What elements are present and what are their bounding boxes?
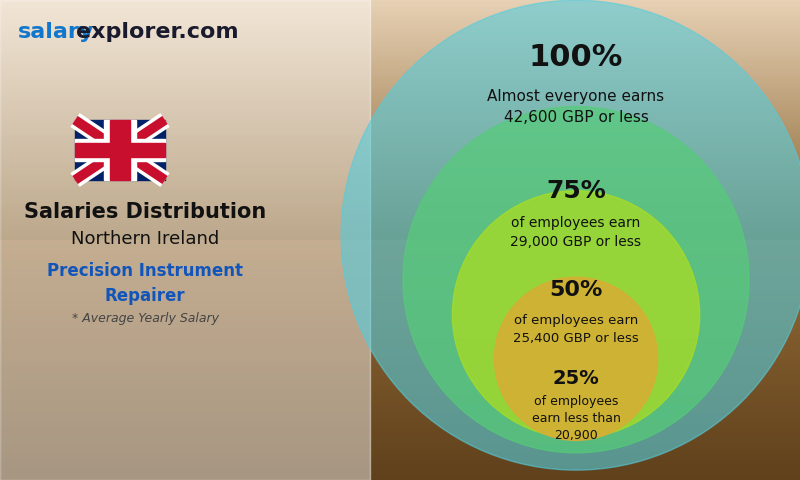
Text: of employees
earn less than
20,900: of employees earn less than 20,900 xyxy=(531,395,621,442)
Text: Almost everyone earns
42,600 GBP or less: Almost everyone earns 42,600 GBP or less xyxy=(487,89,665,125)
Bar xyxy=(110,120,130,180)
Circle shape xyxy=(403,107,749,453)
Circle shape xyxy=(452,191,700,438)
Text: Precision Instrument
Repairer: Precision Instrument Repairer xyxy=(47,262,243,305)
Circle shape xyxy=(341,0,800,470)
Text: explorer.com: explorer.com xyxy=(76,22,238,42)
Circle shape xyxy=(494,277,658,441)
Bar xyxy=(75,120,165,180)
Text: of employees earn
25,400 GBP or less: of employees earn 25,400 GBP or less xyxy=(513,313,639,345)
Text: Northern Ireland: Northern Ireland xyxy=(71,230,219,248)
Bar xyxy=(0,0,370,480)
Text: 50%: 50% xyxy=(550,280,602,300)
Text: 75%: 75% xyxy=(546,179,606,203)
Text: * Average Yearly Salary: * Average Yearly Salary xyxy=(71,312,218,325)
Text: 100%: 100% xyxy=(529,43,623,72)
Bar xyxy=(104,120,136,180)
Text: Salaries Distribution: Salaries Distribution xyxy=(24,202,266,222)
Text: salary: salary xyxy=(18,22,94,42)
Text: 25%: 25% xyxy=(553,369,599,388)
Bar xyxy=(75,144,165,156)
Text: of employees earn
29,000 GBP or less: of employees earn 29,000 GBP or less xyxy=(510,216,642,250)
Bar xyxy=(75,139,165,161)
